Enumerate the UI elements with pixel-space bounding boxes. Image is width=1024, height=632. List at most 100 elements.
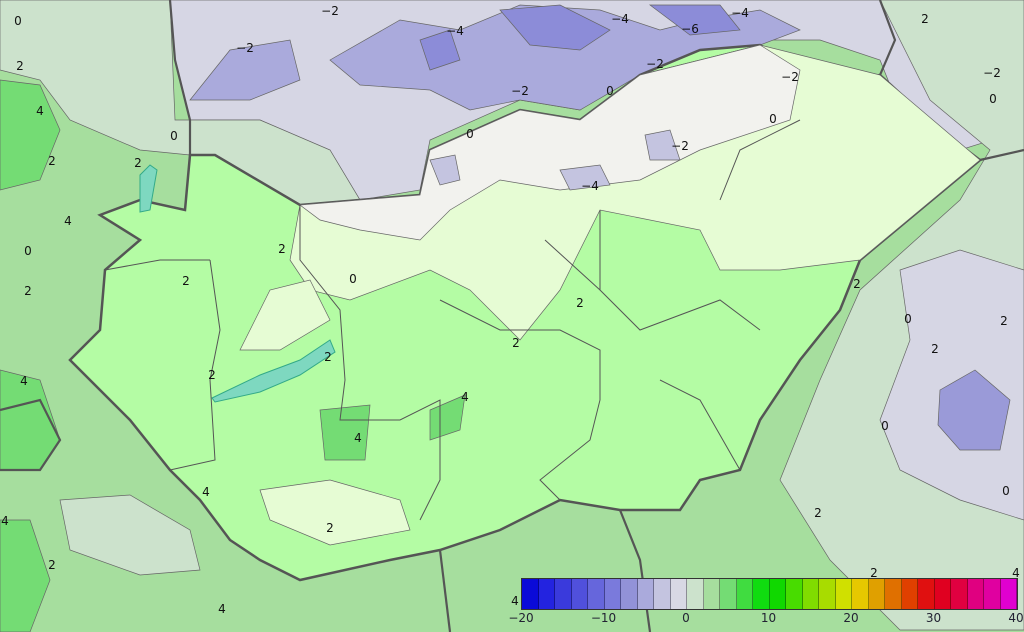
contour-label: −2	[511, 84, 529, 98]
colorbar-segment	[555, 579, 572, 609]
contour-label: 0	[24, 244, 32, 258]
contour-label: 2	[48, 558, 56, 572]
contour-label: 4	[36, 104, 44, 118]
contour-label: 4	[218, 602, 226, 616]
colorbar-segment	[720, 579, 737, 609]
colorbar-segment	[934, 579, 951, 609]
contour-label: 4	[511, 594, 519, 608]
contour-label: 4	[1012, 566, 1020, 580]
colorbar-segment	[604, 579, 621, 609]
colorbar-segment	[769, 579, 786, 609]
warm-region-hungary	[319, 394, 466, 461]
contour-label: 2	[324, 350, 332, 364]
contour-label: 2	[512, 336, 520, 350]
contour-label: −4	[446, 24, 464, 38]
contour-label: −4	[611, 12, 629, 26]
colorbar-segment	[670, 579, 687, 609]
contour-label: 0	[904, 312, 912, 326]
colorbar-segment	[538, 579, 555, 609]
contour-label: 2	[921, 12, 929, 26]
light-region-balaton	[239, 279, 411, 546]
colorbar-segment	[786, 579, 803, 609]
colorbar-tick-label: −10	[590, 611, 617, 625]
pale-region-southwest	[59, 494, 201, 576]
county-borders	[104, 119, 801, 521]
contour-label: −2	[236, 41, 254, 55]
colorbar-segment	[901, 579, 918, 609]
colorbar-segment	[571, 579, 588, 609]
contour-label: 2	[814, 506, 822, 520]
contour-label: 2	[134, 156, 142, 170]
contour-label: 0	[989, 92, 997, 106]
contour-label: −2	[671, 139, 689, 153]
contour-label: 0	[14, 14, 22, 28]
contour-label: 2	[326, 521, 334, 535]
contour-label: 0	[349, 272, 357, 286]
contour-label: −2	[646, 57, 664, 71]
contour-label: 2	[208, 368, 216, 382]
contour-label: 2	[48, 154, 56, 168]
contour-label: 0	[881, 419, 889, 433]
contour-label: 2	[278, 242, 286, 256]
lake-balaton	[211, 339, 336, 403]
colorbar-segment	[885, 579, 902, 609]
contour-label: 2	[576, 296, 584, 310]
contour-label: −2	[321, 4, 339, 18]
colorbar-segment	[802, 579, 819, 609]
contour-label: −2	[781, 70, 799, 84]
contour-label: −6	[681, 22, 699, 36]
colorbar-tick-label: 40	[1008, 611, 1024, 625]
contour-label: 4	[1, 514, 9, 528]
colorbar-segment	[522, 579, 539, 609]
colorbar-segment	[621, 579, 638, 609]
colorbar-segment	[654, 579, 671, 609]
colorbar-segment	[1000, 579, 1017, 609]
colorbar-tick-label: −20	[508, 611, 534, 625]
contour-label: 4	[202, 485, 210, 499]
colorbar-segment	[687, 579, 704, 609]
colorbar-segment	[637, 579, 654, 609]
colorbar-segment	[951, 579, 968, 609]
colorbar-segment	[967, 579, 984, 609]
contour-label: 0	[769, 112, 777, 126]
colorbar-segment	[835, 579, 852, 609]
contour-label: 4	[64, 214, 72, 228]
colorbar-tick-label: 20	[843, 611, 859, 625]
contour-label: 0	[466, 127, 474, 141]
contour-labels: 0 2 4 2 4 0 2 0 −2 −2 −4 −6 −4 −2 −4 2 −2 0 0 −2 0 −2 2 2 0 2 2 2 2 0…	[1, 4, 1020, 616]
contour-label: 2	[853, 277, 861, 291]
colorbar-tick-label: 0	[682, 611, 690, 625]
contour-label: 2	[24, 284, 32, 298]
colorbar-tick-label: 10	[760, 611, 777, 625]
contour-label: −2	[983, 66, 1001, 80]
contour-label: 0	[606, 84, 614, 98]
cold-spot	[429, 129, 681, 191]
colorbar-segment	[984, 579, 1001, 609]
lake-neusiedl	[139, 164, 158, 213]
contour-label: 4	[354, 431, 362, 445]
contour-label: 4	[20, 374, 28, 388]
very-cold-east	[937, 369, 1011, 451]
colorbar	[521, 578, 1018, 610]
colorbar-segment	[819, 579, 836, 609]
contour-label: 2	[931, 342, 939, 356]
colorbar-segment	[868, 579, 885, 609]
colorbar-segment	[588, 579, 605, 609]
colorbar-segment	[918, 579, 935, 609]
colorbar-segment	[736, 579, 753, 609]
contour-label: 2	[182, 274, 190, 288]
colorbar-segment	[852, 579, 869, 609]
contour-label: 0	[170, 129, 178, 143]
contour-label: −4	[581, 179, 599, 193]
contour-label: 2	[16, 59, 24, 73]
colorbar-segment	[753, 579, 770, 609]
contour-label: 0	[1002, 484, 1010, 498]
very-cold-north	[419, 4, 741, 71]
colorbar-tick-label: 30	[925, 611, 942, 625]
contour-label: −4	[731, 6, 749, 20]
contour-label: 2	[870, 566, 878, 580]
contour-label: 4	[461, 390, 469, 404]
contour-label: 2	[1000, 314, 1008, 328]
colorbar-segment	[703, 579, 720, 609]
